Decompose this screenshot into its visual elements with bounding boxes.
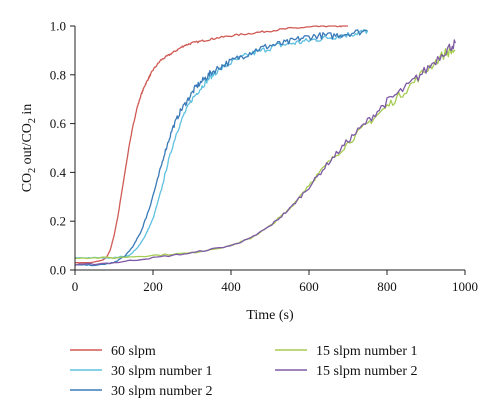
legend-label: 30 slpm number 2 — [111, 384, 213, 399]
legend: 60 slpm 30 slpm number 1 30 slpm number 2 1… — [70, 344, 418, 399]
x-ticks: 0 200 400 600 800 1000 — [72, 270, 478, 294]
series-line-4 — [74, 47, 456, 260]
series-line-2 — [74, 28, 369, 259]
series-line-3 — [74, 29, 368, 267]
x-tick-label: 800 — [377, 279, 397, 294]
y-ticks: 0.0 0.2 0.4 0.6 0.8 1.0 — [50, 19, 75, 278]
y-axis-label-text: out/CO — [20, 123, 35, 168]
legend-label: 15 slpm number 2 — [316, 364, 418, 379]
x-tick-label: 1000 — [452, 279, 478, 294]
series-line-5 — [74, 39, 456, 266]
y-tick-label: 0.6 — [50, 116, 67, 131]
legend-label: 60 slpm — [111, 344, 156, 359]
legend-label: 15 slpm number 1 — [316, 344, 418, 359]
legend-label: 30 slpm number 1 — [111, 364, 213, 379]
y-tick-label: 0.0 — [50, 263, 66, 278]
x-axis-label: Time (s) — [246, 308, 294, 323]
y-tick-label: 0.2 — [50, 214, 66, 229]
x-tick-label: 400 — [221, 279, 241, 294]
axes: 0 200 400 600 800 1000 0.0 0.2 0.4 0.6 0.8 1.0 Tim… — [20, 19, 478, 324]
y-tick-label: 1.0 — [50, 19, 66, 34]
y-tick-label: 0.4 — [50, 165, 67, 180]
x-tick-label: 200 — [143, 279, 163, 294]
y-axis-label-text: CO — [20, 173, 35, 192]
x-tick-label: 0 — [72, 279, 79, 294]
series-line-1 — [74, 25, 348, 264]
y-axis-label-subscript: 2 — [27, 168, 38, 173]
y-tick-label: 0.8 — [50, 67, 66, 82]
x-tick-label: 600 — [299, 279, 319, 294]
y-axis-label: CO2 out/CO2 in — [20, 104, 38, 193]
y-axis-label-text: in — [20, 104, 35, 118]
y-axis-label-subscript: 2 — [27, 118, 38, 123]
plot-lines — [74, 25, 456, 267]
